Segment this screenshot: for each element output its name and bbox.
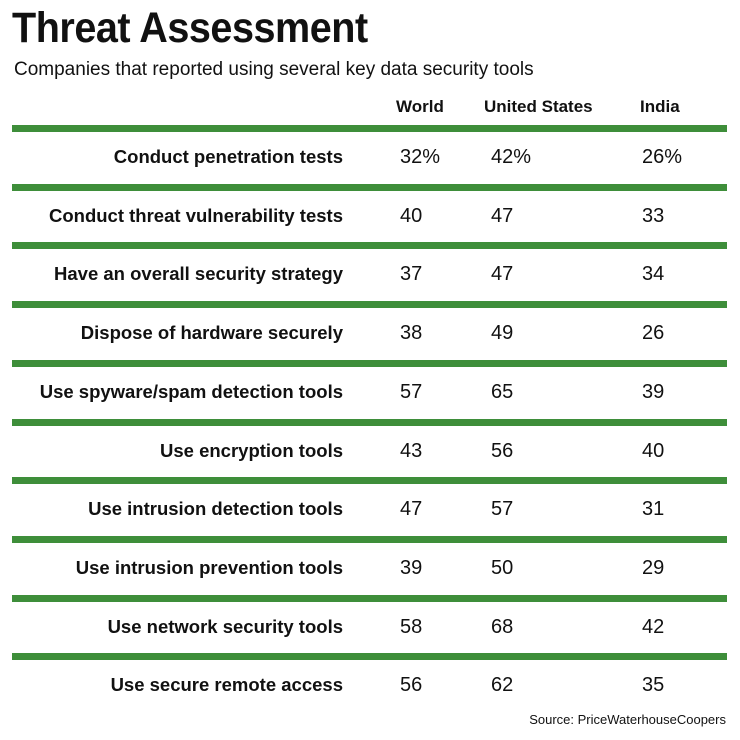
row-divider xyxy=(12,301,727,309)
chart-title: Threat Assessment xyxy=(12,4,368,52)
column-header-india: India xyxy=(640,97,680,116)
table-cell-world: 37 xyxy=(400,263,423,286)
table-cell-india: 31 xyxy=(642,498,665,521)
row-label: Use network security tools xyxy=(107,615,343,637)
table-cell-united-states: 47 xyxy=(491,204,514,227)
table-cell-united-states: 57 xyxy=(491,498,514,521)
row-divider xyxy=(12,653,727,661)
table-cell-india: 33 xyxy=(642,204,665,227)
row-label: Have an overall security strategy xyxy=(54,263,343,285)
table-cell-world: 32% xyxy=(400,146,441,168)
table-cell-india: 40 xyxy=(642,439,665,462)
table-cell-india: 39 xyxy=(642,380,665,403)
table-cell-world: 39 xyxy=(400,556,423,579)
table-cell-world: 38 xyxy=(400,322,423,345)
row-label: Conduct threat vulnerability tests xyxy=(49,204,343,226)
table-cell-india: 34 xyxy=(642,263,665,286)
table-cell-world: 47 xyxy=(400,498,423,521)
row-label: Conduct penetration tests xyxy=(113,146,343,167)
table-cell-world: 56 xyxy=(400,674,423,697)
table-cell-world: 57 xyxy=(400,380,423,403)
row-label: Dispose of hardware securely xyxy=(80,322,343,344)
chart-subtitle: Companies that reported using several ke… xyxy=(14,59,534,80)
table-cell-united-states: 68 xyxy=(491,615,514,638)
row-divider xyxy=(12,418,727,426)
row-label: Use spyware/spam detection tools xyxy=(39,380,343,402)
column-header-world: World xyxy=(396,97,444,116)
row-divider xyxy=(12,183,727,191)
table-cell-world: 58 xyxy=(400,615,423,638)
table-cell-india: 35 xyxy=(642,674,665,697)
table-cell-india: 42 xyxy=(642,615,665,638)
table-cell-india: 29 xyxy=(642,556,665,579)
row-divider xyxy=(12,594,727,602)
table-cell-united-states: 42% xyxy=(491,146,532,168)
row-divider xyxy=(12,535,727,543)
source-note: Source: PriceWaterhouseCoopers xyxy=(529,712,726,727)
table-cell-united-states: 47 xyxy=(491,263,514,286)
row-divider xyxy=(12,125,727,132)
row-label: Use intrusion detection tools xyxy=(88,498,343,520)
row-divider xyxy=(12,359,727,367)
table-cell-united-states: 65 xyxy=(491,380,514,403)
row-label: Use secure remote access xyxy=(110,674,343,696)
table-cell-united-states: 56 xyxy=(491,439,514,462)
row-divider xyxy=(12,242,727,250)
table-cell-united-states: 49 xyxy=(491,322,514,345)
table-cell-united-states: 50 xyxy=(491,556,514,579)
table-cell-india: 26 xyxy=(642,322,665,345)
column-header-united-states: United States xyxy=(484,97,593,116)
row-divider xyxy=(12,477,727,485)
row-label: Use encryption tools xyxy=(160,439,343,461)
table-cell-united-states: 62 xyxy=(491,674,514,697)
table-cell-world: 43 xyxy=(400,439,423,462)
row-label: Use intrusion prevention tools xyxy=(75,556,343,578)
table-cell-world: 40 xyxy=(400,204,423,227)
table-cell-india: 26% xyxy=(642,146,683,168)
